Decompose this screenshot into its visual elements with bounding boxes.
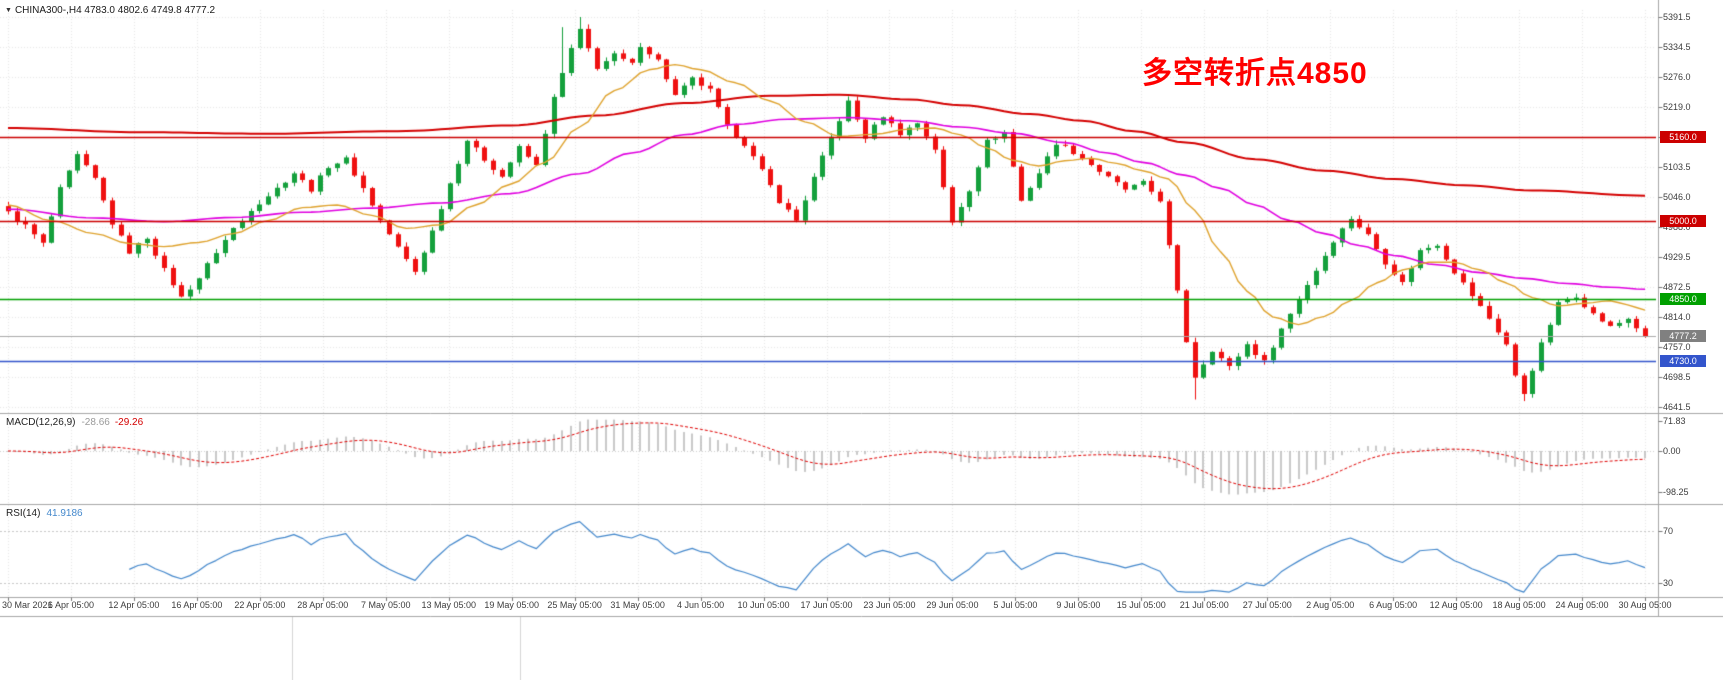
annotation-text: 多空转折点4850: [1142, 57, 1368, 90]
price-axis-tick[interactable]: 4929.5: [1663, 252, 1691, 263]
macd-value-main: -28.66: [81, 417, 110, 428]
time-axis-tick[interactable]: 13 May 05:00: [421, 600, 476, 610]
symbol-ohlc-info: ▼ CHINA300-,H4 4783.0 4802.6 4749.8 4777.…: [5, 5, 215, 16]
macd-title: MACD(12,26,9): [6, 417, 76, 428]
price-level-label: 4777.2: [1660, 330, 1706, 343]
time-axis-tick[interactable]: 24 Aug 05:00: [1555, 600, 1609, 610]
time-axis-tick[interactable]: 30 Aug 05:00: [1618, 600, 1672, 610]
time-axis-tick[interactable]: 12 Apr 05:00: [108, 600, 160, 610]
time-axis-tick[interactable]: 31 May 05:00: [610, 600, 665, 610]
time-axis-tick[interactable]: 4 Jun 05:00: [677, 600, 725, 610]
price-axis-tick[interactable]: 4872.5: [1663, 281, 1691, 292]
time-axis-tick[interactable]: 10 Jun 05:00: [737, 600, 790, 610]
time-axis-tick[interactable]: 21 Jul 05:00: [1179, 600, 1229, 610]
symbol-ohlc-text: CHINA300-,H4 4783.0 4802.6 4749.8 4777.2: [14, 5, 216, 16]
rsi-title: RSI(14): [6, 508, 41, 519]
rsi-value: 41.9186: [46, 508, 83, 519]
time-axis-tick[interactable]: 6 Aug 05:00: [1369, 600, 1418, 610]
time-axis-tick[interactable]: 18 Aug 05:00: [1492, 600, 1546, 610]
price-axis-tick[interactable]: 4757.0: [1663, 341, 1691, 352]
time-axis-tick[interactable]: 28 Apr 05:00: [297, 600, 349, 610]
time-axis-tick[interactable]: 30 Mar 2021: [2, 600, 53, 610]
time-axis-tick[interactable]: 16 Apr 05:00: [171, 600, 223, 610]
price-axis-tick[interactable]: 5103.5: [1663, 161, 1691, 172]
time-axis-tick[interactable]: 25 May 05:00: [547, 600, 602, 610]
time-axis-tick[interactable]: 9 Jul 05:00: [1056, 600, 1101, 610]
price-level-label: 4730.0: [1660, 355, 1706, 368]
time-axis-tick[interactable]: 15 Jul 05:00: [1116, 600, 1166, 610]
price-axis-tick[interactable]: 4988.0: [1663, 221, 1691, 232]
macd-indicator-label: MACD(12,26,9) -28.66 -29.26: [6, 417, 143, 428]
macd-value-signal: -29.26: [114, 417, 144, 428]
time-axis-tick[interactable]: 22 Apr 05:00: [234, 600, 286, 610]
price-level-label: 5160.0: [1660, 131, 1706, 144]
time-axis-tick[interactable]: 5 Jul 05:00: [993, 600, 1038, 610]
macd-axis-tick[interactable]: -98.25: [1663, 486, 1689, 497]
rsi-axis-tick[interactable]: 30: [1663, 577, 1674, 588]
price-axis-tick[interactable]: 5046.0: [1663, 191, 1691, 202]
time-axis-tick[interactable]: 12 Aug 05:00: [1429, 600, 1483, 610]
time-axis-tick[interactable]: 23 Jun 05:00: [863, 600, 916, 610]
symbol-dropdown-icon[interactable]: ▼: [5, 7, 12, 14]
price-axis-tick[interactable]: 4641.5: [1663, 402, 1691, 413]
time-axis-tick[interactable]: 7 May 05:00: [361, 600, 411, 610]
price-axis-tick[interactable]: 4698.5: [1663, 372, 1691, 383]
price-level-label: 5000.0: [1660, 214, 1706, 227]
price-axis-tick[interactable]: 5276.0: [1663, 72, 1691, 83]
price-level-label: 4850.0: [1660, 292, 1706, 305]
time-axis-tick[interactable]: 17 Jun 05:00: [800, 600, 853, 610]
time-axis-tick[interactable]: 19 May 05:00: [484, 600, 539, 610]
macd-axis-tick[interactable]: 71.83: [1663, 416, 1686, 427]
time-axis-tick[interactable]: 6 Apr 05:00: [47, 600, 94, 610]
rsi-indicator-label: RSI(14) 41.9186: [6, 508, 83, 519]
time-axis-tick[interactable]: 29 Jun 05:00: [926, 600, 979, 610]
price-axis-tick[interactable]: 4814.0: [1663, 312, 1691, 323]
time-axis-tick[interactable]: 27 Jul 05:00: [1242, 600, 1292, 610]
price-axis-tick[interactable]: 5391.5: [1663, 12, 1691, 23]
rsi-axis-tick[interactable]: 70: [1663, 525, 1674, 536]
price-axis-tick[interactable]: 5219.0: [1663, 101, 1691, 112]
price-axis-tick[interactable]: 5334.5: [1663, 41, 1691, 52]
macd-axis-tick[interactable]: 0.00: [1663, 445, 1681, 456]
time-axis-tick[interactable]: 2 Aug 05:00: [1306, 600, 1355, 610]
